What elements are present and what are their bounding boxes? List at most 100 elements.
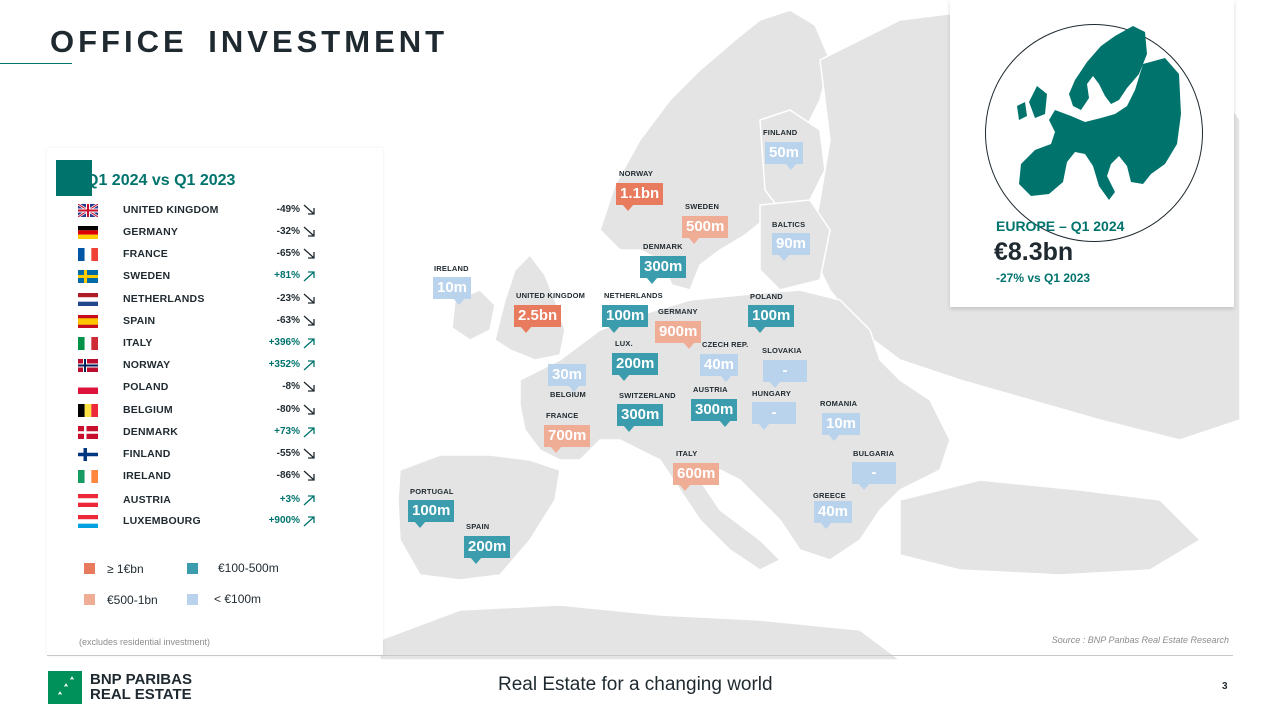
change-percent: -32% (276, 226, 300, 237)
country-name: AUSTRIA (123, 494, 172, 506)
change-percent: -8% (282, 381, 300, 392)
flag-it-icon (78, 337, 98, 350)
footnote: (excludes residential investment) (79, 637, 211, 647)
europe-change: -27% vs Q1 2023 (996, 271, 1091, 285)
country-name: GERMANY (123, 226, 179, 238)
europe-circle (985, 24, 1203, 242)
map-value-slovakia: - (763, 360, 807, 388)
map-value-spain: 200m (464, 536, 511, 564)
map-value-denmark: 300m (640, 256, 687, 284)
map-value-germany: 900m (655, 321, 702, 349)
arrow-down-icon (302, 246, 318, 262)
map-label-baltics: BALTICS (772, 220, 806, 229)
change-row: POLAND -8% (78, 379, 318, 397)
arrow-down-icon (302, 224, 318, 240)
map-label-denmark: DENMARK (643, 242, 683, 251)
map-label-lux: LUX. (615, 339, 633, 348)
legend-label-100-500m: €100-500m (218, 561, 279, 575)
flag-lu-icon (78, 515, 98, 528)
change-row: FRANCE -65% (78, 246, 318, 264)
legend-swatch-teal (187, 563, 198, 574)
bnp-logo-text: BNP PARIBAS REAL ESTATE (90, 672, 192, 702)
country-name: NORWAY (123, 359, 171, 371)
map-value-switzerland: 300m (617, 404, 664, 432)
map-value-czech: 40m (700, 354, 739, 382)
change-card (47, 148, 383, 656)
bottom-divider (47, 655, 1233, 656)
card-accent-square (56, 160, 92, 196)
change-row: DENMARK +73% (78, 424, 318, 442)
flag-nl-icon (78, 293, 98, 306)
map-label-sweden: SWEDEN (685, 202, 720, 211)
legend-label-ge1bn: ≥ 1€bn (107, 562, 144, 576)
map-label-switzerland: SWITZERLAND (619, 391, 676, 400)
map-value-lux: 200m (612, 353, 659, 381)
europe-silhouette-icon (1017, 26, 1181, 200)
change-percent: -55% (276, 448, 300, 459)
country-name: LUXEMBOURG (123, 515, 201, 527)
flag-at-icon (78, 494, 98, 507)
card-title: Q1 2024 vs Q1 2023 (86, 172, 236, 189)
change-percent: +3% (279, 494, 300, 505)
arrow-down-icon (302, 379, 318, 395)
map-label-ireland: IRELAND (434, 264, 469, 273)
map-label-germany: GERMANY (658, 307, 698, 316)
change-row: GERMANY -32% (78, 224, 318, 242)
change-percent: +81% (274, 270, 300, 281)
map-value-italy: 600m (673, 463, 720, 491)
map-value-austria: 300m (691, 399, 738, 427)
flag-fr-icon (78, 248, 98, 261)
change-row: ITALY +396% (78, 335, 318, 353)
country-name: SPAIN (123, 315, 156, 327)
map-label-hungary: HUNGARY (752, 389, 792, 398)
change-row: UNITED KINGDOM -49% (78, 202, 318, 220)
flag-pl-icon (78, 381, 98, 394)
source-note: Source : BNP Paribas Real Estate Researc… (1051, 635, 1229, 645)
change-percent: +73% (274, 426, 300, 437)
country-name: UNITED KINGDOM (123, 204, 219, 216)
change-percent: -80% (276, 404, 300, 415)
map-value-bulgaria: - (852, 462, 896, 490)
map-label-finland: FINLAND (763, 128, 798, 137)
country-name: FRANCE (123, 248, 168, 260)
flag-de-icon (78, 226, 98, 239)
map-label-france: FRANCE (546, 411, 579, 420)
map-label-bulgaria: BULGARIA (853, 449, 895, 458)
flag-fi-icon (78, 448, 98, 461)
arrow-up-icon (302, 268, 318, 284)
page-number: 3 (1222, 681, 1228, 692)
map-label-greece: GREECE (813, 491, 846, 500)
tagline: Real Estate for a changing world (498, 674, 773, 695)
map-value-norway: 1.1bn (616, 183, 664, 211)
legend-label-500-1bn: €500-1bn (107, 593, 158, 607)
map-label-belgium: BELGIUM (550, 390, 586, 399)
flag-es-icon (78, 315, 98, 328)
map-label-uk: UNITED KINGDOM (516, 291, 586, 300)
arrow-up-icon (302, 335, 318, 351)
arrow-down-icon (302, 202, 318, 218)
legend-label-lt100m: < €100m (214, 592, 262, 606)
change-row: AUSTRIA +3% (78, 492, 318, 510)
arrow-up-icon (302, 513, 318, 529)
map-value-greece: 40m (814, 501, 853, 529)
europe-label: EUROPE – Q1 2024 (996, 218, 1125, 234)
map-label-austria: AUSTRIA (693, 385, 728, 394)
map-value-uk: 2.5bn (514, 305, 562, 333)
change-percent: -23% (276, 293, 300, 304)
country-name: IRELAND (123, 470, 172, 482)
map-label-slovakia: SLOVAKIA (762, 346, 802, 355)
map-value-hungary: - (752, 402, 796, 430)
legend-swatch-salmon (84, 594, 95, 605)
map-label-romania: ROMANIA (820, 399, 858, 408)
legend-swatch-orange (84, 563, 95, 574)
arrow-up-icon (302, 357, 318, 373)
map-value-romania: 10m (822, 413, 861, 441)
map-label-italy: ITALY (676, 449, 698, 458)
arrow-down-icon (302, 446, 318, 462)
change-row: BELGIUM -80% (78, 402, 318, 420)
arrow-down-icon (302, 468, 318, 484)
arrow-down-icon (302, 291, 318, 307)
europe-total-value: €8.3bn (994, 238, 1074, 266)
flag-be-icon (78, 404, 98, 417)
stars-icon (58, 676, 74, 695)
